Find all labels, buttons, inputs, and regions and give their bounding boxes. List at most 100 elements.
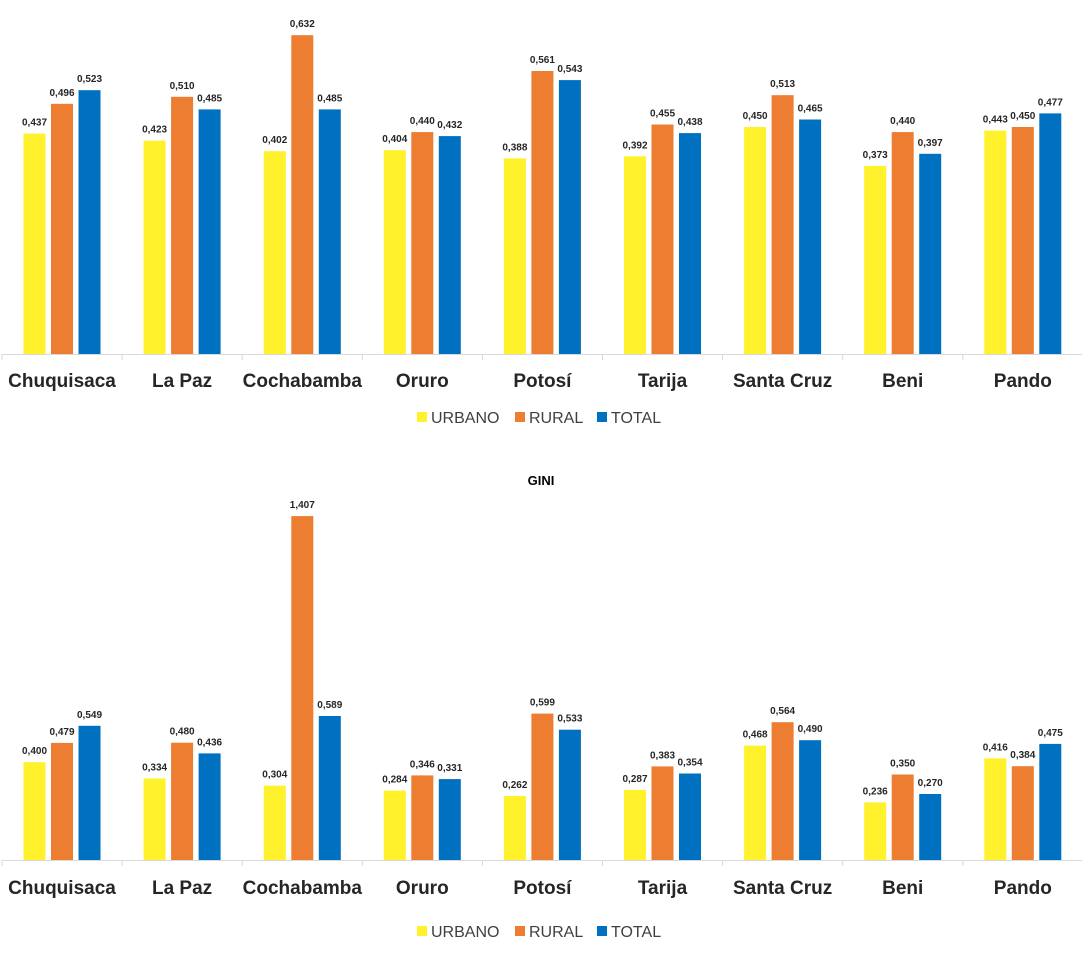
data-label-urbano-6: 0,287 — [622, 774, 647, 785]
bar-rural-8 — [891, 132, 914, 354]
bar-urbano-6 — [624, 156, 646, 354]
legend: URBANO RURAL TOTAL — [417, 410, 661, 427]
data-label-total-6: 0,354 — [677, 758, 702, 769]
bar-total-9 — [1039, 743, 1062, 860]
legend: URBANO RURAL TOTAL — [417, 924, 661, 941]
data-label-total-4: 0,331 — [437, 763, 462, 774]
bar-total-7 — [799, 740, 822, 860]
legend-swatch-total — [597, 926, 607, 936]
data-label-total-7: 0,490 — [798, 724, 823, 735]
bar-total-1 — [78, 725, 101, 860]
chart-1: 0,4370,4960,523Chuquisaca0,4230,5100,485… — [1, 19, 1082, 427]
data-label-urbano-9: 0,443 — [983, 115, 1008, 126]
bar-rural-9 — [1011, 766, 1034, 860]
data-label-rural-7: 0,564 — [770, 706, 795, 717]
bar-total-7 — [799, 119, 822, 354]
bar-rural-4 — [411, 775, 434, 860]
data-label-urbano-4: 0,284 — [382, 775, 407, 786]
data-label-total-5: 0,533 — [557, 714, 582, 725]
chart-title: GINI — [528, 473, 555, 488]
bar-total-1 — [78, 90, 101, 354]
bar-total-6 — [679, 773, 701, 860]
bar-rural-7 — [771, 95, 794, 354]
bar-rural-3 — [291, 35, 314, 354]
bar-total-3 — [318, 716, 341, 860]
legend-label-rural: RURAL — [529, 410, 583, 427]
data-label-rural-4: 0,440 — [410, 116, 435, 127]
data-label-total-9: 0,475 — [1038, 728, 1063, 739]
data-label-rural-9: 0,384 — [1010, 750, 1035, 761]
data-label-rural-9: 0,450 — [1010, 111, 1035, 122]
bar-total-5 — [558, 729, 581, 860]
bar-rural-1 — [51, 103, 73, 354]
data-label-rural-2: 0,480 — [170, 727, 195, 738]
data-label-total-7: 0,465 — [798, 104, 823, 115]
bar-total-8 — [919, 794, 942, 860]
bar-total-4 — [438, 779, 461, 860]
bar-rural-5 — [531, 71, 554, 354]
category-label-6: Tarija — [638, 878, 688, 899]
data-label-urbano-2: 0,334 — [142, 762, 167, 773]
data-label-rural-4: 0,346 — [410, 759, 435, 770]
bar-urbano-9 — [984, 130, 1007, 354]
bar-rural-9 — [1011, 127, 1034, 354]
category-label-8: Beni — [882, 371, 923, 392]
data-label-urbano-6: 0,392 — [622, 140, 647, 151]
bar-rural-2 — [171, 96, 194, 355]
data-label-total-2: 0,485 — [197, 93, 222, 104]
legend-swatch-rural — [515, 412, 525, 422]
chart-2: GINI0,4000,4790,549Chuquisaca0,3340,4800… — [1, 473, 1082, 941]
legend-swatch-rural — [515, 926, 525, 936]
bar-urbano-4 — [383, 150, 406, 354]
data-label-total-3: 0,485 — [317, 93, 342, 104]
data-label-rural-2: 0,510 — [170, 81, 195, 92]
bar-urbano-2 — [143, 140, 166, 354]
bar-total-2 — [198, 753, 221, 860]
data-label-urbano-1: 0,400 — [22, 746, 47, 757]
legend-label-urbano: URBANO — [431, 410, 499, 427]
category-label-9: Pando — [994, 878, 1052, 899]
bar-urbano-3 — [263, 785, 286, 860]
legend-swatch-total — [597, 412, 607, 422]
data-label-rural-7: 0,513 — [770, 79, 795, 90]
bar-total-6 — [679, 133, 701, 354]
data-label-total-9: 0,477 — [1038, 97, 1063, 108]
bar-urbano-8 — [864, 802, 887, 860]
category-label-1: Chuquisaca — [8, 878, 116, 899]
bar-rural-6 — [651, 124, 674, 354]
category-label-1: Chuquisaca — [8, 371, 116, 392]
bar-urbano-7 — [744, 745, 767, 860]
bar-urbano-4 — [383, 790, 406, 860]
data-label-urbano-3: 0,402 — [262, 135, 287, 146]
bar-rural-6 — [651, 766, 674, 860]
category-label-6: Tarija — [638, 371, 688, 392]
bar-rural-5 — [531, 713, 554, 860]
category-label-8: Beni — [882, 878, 923, 899]
data-label-rural-3: 0,632 — [290, 19, 315, 30]
legend-label-urbano: URBANO — [431, 924, 499, 941]
bar-total-5 — [558, 80, 581, 354]
bar-urbano-1 — [23, 762, 46, 860]
bar-urbano-9 — [984, 758, 1007, 860]
bar-urbano-2 — [143, 778, 166, 860]
category-label-7: Santa Cruz — [733, 878, 832, 899]
bar-rural-8 — [891, 774, 914, 860]
data-label-urbano-3: 0,304 — [262, 770, 287, 781]
data-label-total-2: 0,436 — [197, 737, 222, 748]
category-label-3: Cochabamba — [243, 878, 363, 899]
legend-label-total: TOTAL — [611, 410, 661, 427]
data-label-rural-6: 0,383 — [650, 750, 675, 761]
legend-label-total: TOTAL — [611, 924, 661, 941]
category-label-7: Santa Cruz — [733, 371, 832, 392]
data-label-total-3: 0,589 — [317, 700, 342, 711]
data-label-rural-5: 0,561 — [530, 55, 555, 66]
bar-urbano-6 — [624, 789, 646, 860]
legend-swatch-urbano — [417, 412, 427, 422]
bar-rural-3 — [291, 516, 314, 860]
category-label-5: Potosí — [513, 371, 572, 392]
bar-total-9 — [1039, 113, 1062, 355]
data-label-urbano-1: 0,437 — [22, 118, 47, 129]
category-label-2: La Paz — [152, 371, 212, 392]
data-label-rural-1: 0,496 — [49, 88, 74, 99]
